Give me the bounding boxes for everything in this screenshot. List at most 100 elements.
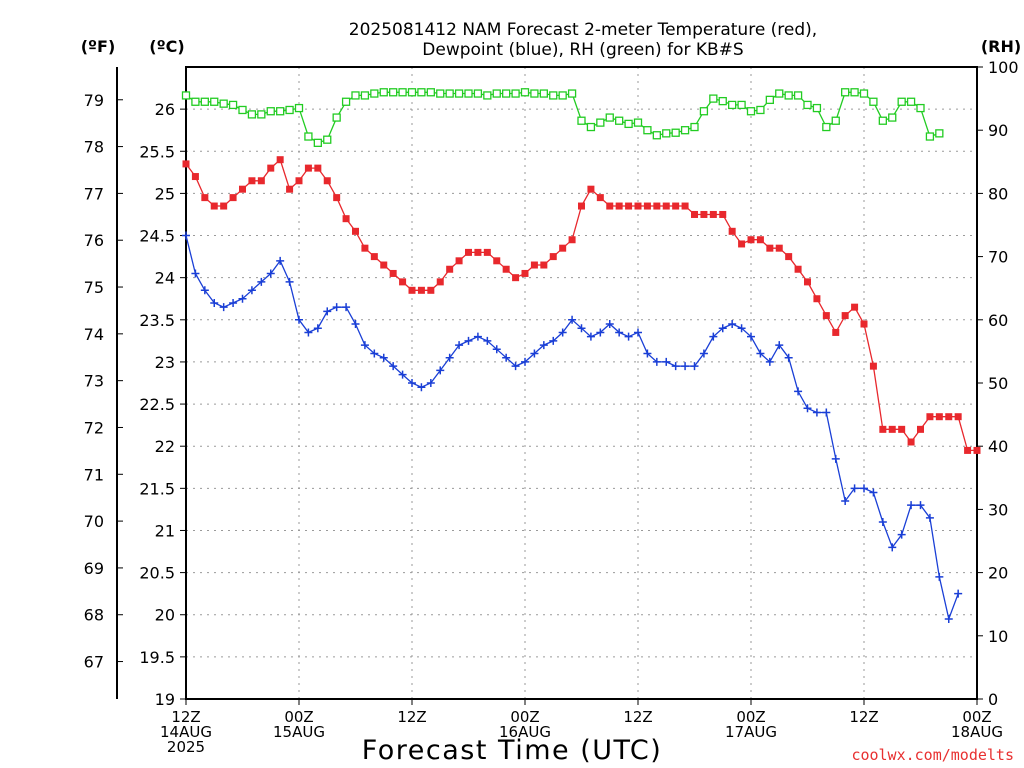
dewpoint-point [831,454,840,463]
dewpoint-point [379,353,388,362]
dewpoint-point [257,277,266,286]
temperature-point [917,425,924,433]
rh-point [238,105,247,115]
rh-point [370,89,379,98]
dewpoint-point [662,357,671,366]
temperature-point [446,265,454,273]
temperature-point [606,202,614,210]
dewpoint-point [737,324,746,333]
dewpoint-point [539,341,548,350]
dewpoint-point [747,332,755,341]
dewpoint-point [596,328,605,337]
rh-point [925,132,935,141]
rh-tick-label: 40 [988,437,1008,456]
dewpoint-point [276,256,285,265]
temperature-point [323,177,331,185]
rh-point [502,89,511,98]
series-rh [181,88,944,147]
fahrenheit-tick-label: 70 [84,512,104,531]
temperature-point [239,185,246,193]
temperature-point [436,278,444,286]
axes: 19 19.5 20 20.5 21 21.5 22 22.5 23 23.5 24 24.5 25 25… [84,58,1019,756]
dewpoint-point [822,408,831,417]
temperature-point [785,253,793,261]
dewpoint-point [511,362,520,371]
temperature-point [935,413,943,421]
dewpoint-point [907,501,916,510]
rh-point [219,99,228,108]
dewpoint-point [492,345,501,354]
dewpoint-point [210,298,219,307]
celsius-tick-label: 23 [155,353,175,372]
temperature-point [304,164,312,172]
dewpoint-point [445,353,454,362]
chart-title-line2: Dewpoint (blue), RH (green) for KB#S [422,40,743,60]
celsius-tick-label: 24.5 [139,227,175,246]
dewpoint-point [549,336,558,345]
rh-tick-label: 10 [988,627,1008,646]
temperature-point [380,261,388,269]
rh-point [605,113,614,122]
temperature-point [483,248,491,256]
temperature-point [257,177,265,185]
dewpoint-point [954,589,963,598]
dewpoint-point [323,307,332,316]
rh-point [775,89,784,98]
x-axis-title: Forecast Time (UTC) [362,735,663,766]
rh-point [454,89,464,98]
dewpoint-point [671,362,680,371]
dewpoint-point [944,614,953,623]
temperature-point [512,274,520,282]
fahrenheit-tick-label: 71 [84,465,104,484]
temperature-point [756,236,764,244]
rh-point [200,97,209,106]
x-tick-label: 17AUG [725,723,777,741]
celsius-tick-label: 21 [155,521,175,540]
rh-point [539,89,548,98]
rh-point [596,118,605,127]
temperature-point [851,303,859,311]
dewpoint-point [605,320,614,329]
dewpoint-point [718,324,727,333]
x-tick-label: 00Z [962,708,991,726]
rh-point [285,105,294,115]
x-tick-label: 00Z [736,708,765,726]
temperature-point [804,278,811,286]
celsius-unit-label: (ºC) [149,37,184,56]
rh-point [878,116,887,125]
rh-point [680,126,690,135]
fahrenheit-tick-label: 75 [84,278,104,297]
temperature-point [549,253,557,261]
temperature-point [681,202,689,210]
dewpoint-point [916,501,925,510]
dewpoint-point [408,379,416,387]
temperature-point [559,244,567,252]
temperature-point [578,202,585,210]
temperature-point [540,261,548,269]
fahrenheit-tick-label: 67 [84,653,104,672]
temperature-point [587,185,595,193]
celsius-tick-label: 22 [155,437,175,456]
dewpoint-point [643,349,652,358]
dewpoint-point [869,488,878,497]
temperature-point [898,425,906,433]
chart-title-line1: 2025081412 NAM Forecast 2-meter Temperat… [349,20,817,40]
temperature-point [502,265,510,273]
dewpoint-point [652,357,661,366]
rh-point [897,97,906,106]
x-tick-label: 16AUG [499,723,551,741]
rh-point [869,97,878,106]
rh-point [577,116,586,125]
rh-point [662,129,671,138]
temperature-point [738,240,746,248]
dewpoint-point [398,370,407,379]
temperature-point [352,227,359,235]
dewpoint-point [615,328,624,337]
temperature-point [220,202,228,210]
celsius-tick-label: 25.5 [139,142,175,161]
credit-text: coolwx.com/modelts [851,746,1014,764]
rh-point [417,88,426,97]
dewpoint-point [841,496,850,505]
x-tick-label: 15AUG [273,723,325,741]
rh-point [615,116,624,125]
